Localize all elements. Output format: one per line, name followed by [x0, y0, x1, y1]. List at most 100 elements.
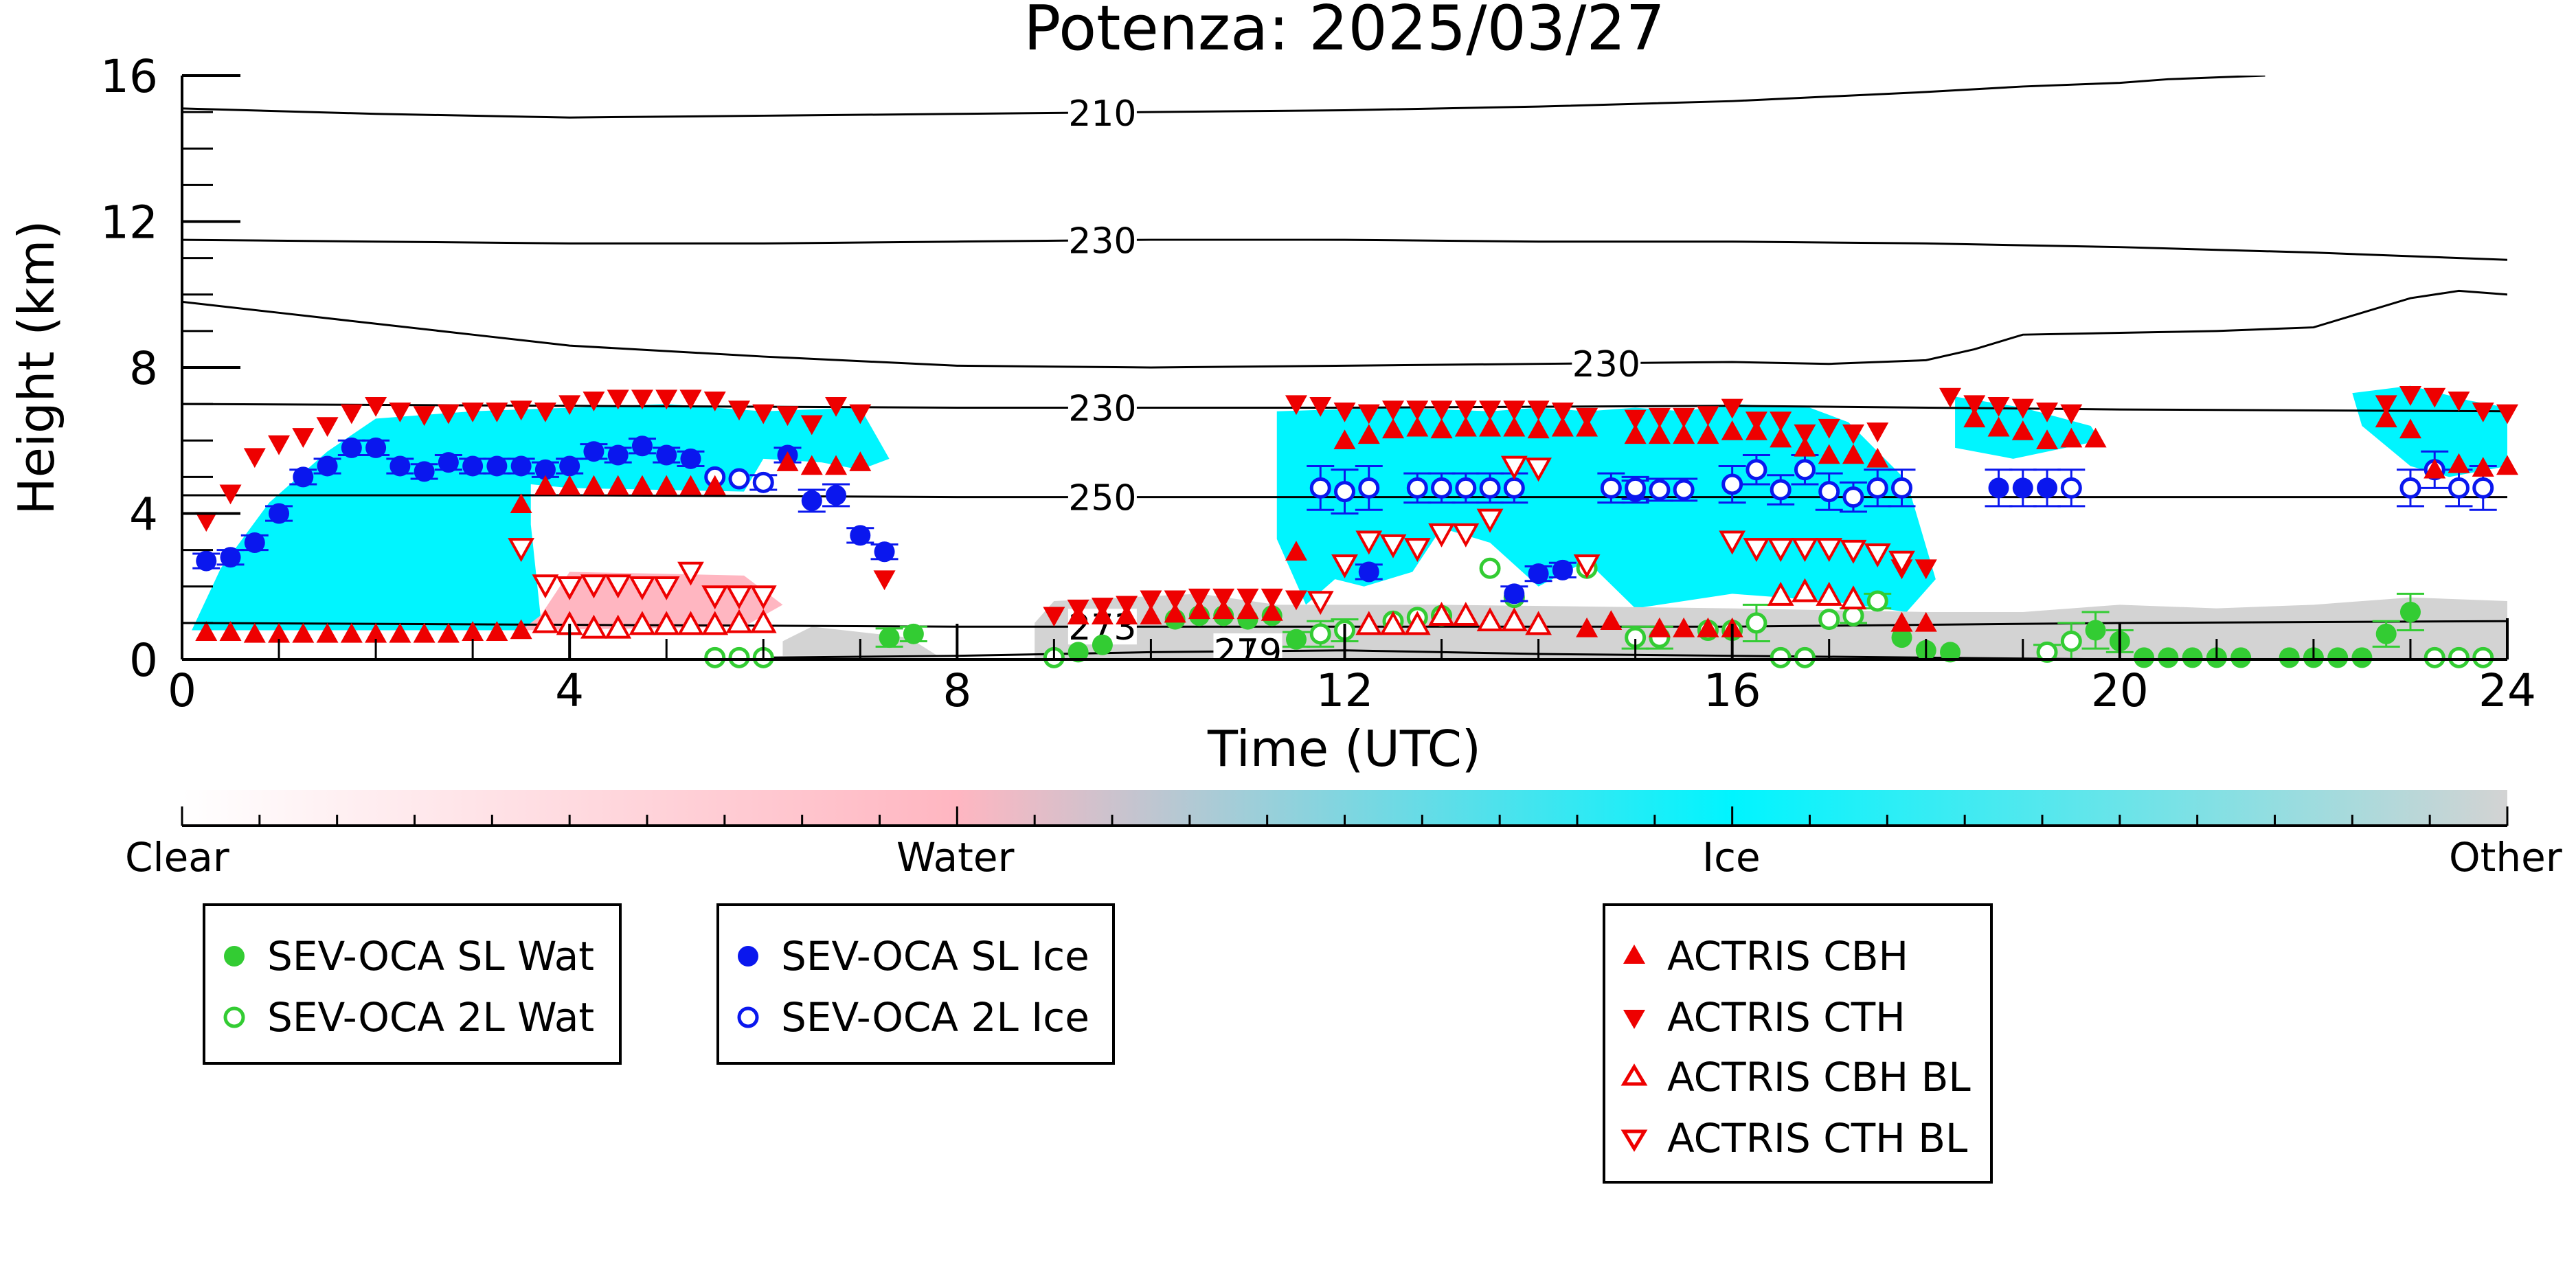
- point-actris-cth-bl: [580, 574, 607, 599]
- point-actris-cth: [800, 415, 823, 436]
- point-actris-cth-bl: [532, 574, 559, 599]
- point-actris-cbh: [825, 455, 848, 475]
- point-actris-cth: [316, 417, 339, 437]
- point-sev-oca-2l-ice: [1358, 477, 1380, 499]
- legend-ice: SEV-OCA SL Ice SEV-OCA 2L Ice: [716, 903, 1115, 1065]
- point-sev-oca-sl-ice: [269, 503, 290, 524]
- point-actris-cth: [1357, 404, 1380, 425]
- filled-circle-icon: [224, 946, 245, 967]
- point-sev-oca-2l-ice: [1842, 486, 1864, 508]
- point-sev-oca-2l-ice: [1818, 481, 1840, 503]
- point-actris-cbh: [389, 622, 411, 643]
- point-actris-cth: [340, 404, 363, 425]
- point-actris-cth: [486, 402, 508, 422]
- point-actris-cbh: [1721, 420, 1743, 440]
- point-actris-cbh: [534, 475, 556, 495]
- isotherm-label-bg: [1572, 345, 1641, 381]
- triangle-up-icon: [1623, 945, 1645, 964]
- point-sev-oca-sl-ice: [559, 455, 580, 477]
- point-actris-cbh: [1454, 416, 1477, 437]
- isotherm-label: 230: [1068, 221, 1136, 262]
- open-circle-icon: [737, 1006, 759, 1028]
- isotherm-line: [182, 76, 2266, 119]
- colorbar-label-water: Water: [896, 834, 1015, 881]
- point-sev-oca-sl-ice: [607, 444, 629, 466]
- point-actris-cbh: [2472, 457, 2494, 477]
- point-actris-cth: [243, 448, 266, 468]
- point-actris-cth: [2424, 387, 2446, 408]
- point-sev-oca-2l-wat: [2424, 646, 2445, 668]
- open-circle-icon: [223, 1006, 245, 1028]
- point-sev-oca-2l-ice: [1649, 479, 1671, 501]
- point-actris-cbh: [340, 622, 363, 643]
- point-actris-cth-bl: [653, 576, 680, 600]
- point-actris-cbh: [510, 619, 532, 640]
- isotherm-label: 210: [1068, 93, 1136, 135]
- point-actris-cbh-bl: [580, 614, 607, 639]
- point-actris-cth: [1212, 588, 1235, 609]
- point-actris-cbh: [1697, 617, 1719, 637]
- marker-layer: [192, 386, 2518, 668]
- point-actris-cth: [2375, 395, 2397, 416]
- point-sev-oca-sl-ice: [1552, 559, 1573, 580]
- point-actris-cth: [1697, 406, 1719, 427]
- x-tick-label: 0: [168, 664, 196, 717]
- point-actris-cbh: [1963, 407, 1986, 428]
- region-ice: [192, 404, 890, 631]
- point-sev-oca-2l-ice: [1455, 477, 1477, 499]
- point-actris-cbh: [292, 622, 315, 643]
- point-sev-oca-2l-wat: [1866, 590, 1888, 612]
- point-actris-cbh: [1624, 424, 1647, 444]
- point-actris-cbh-bl: [1767, 581, 1794, 606]
- point-actris-cbh-bl: [653, 611, 680, 635]
- colorbar-label-clear: Clear: [125, 834, 229, 881]
- point-actris-cbh: [195, 621, 218, 641]
- point-sev-oca-sl-wat: [2399, 601, 2421, 622]
- point-actris-cbh: [1430, 418, 1453, 439]
- point-actris-cbh: [1890, 611, 1913, 632]
- legend-actris: ACTRIS CBH ACTRIS CTH ACTRIS CBH BL ACTR…: [1603, 903, 1993, 1184]
- point-actris-cth: [558, 395, 581, 416]
- point-sev-oca-2l-ice: [1600, 477, 1622, 499]
- point-sev-oca-sl-ice: [583, 441, 605, 462]
- point-actris-cth-bl: [1452, 523, 1480, 547]
- legend-item: ACTRIS CTH BL: [1605, 1107, 1967, 1169]
- point-actris-cth: [1914, 559, 1937, 580]
- point-sev-oca-sl-ice: [874, 541, 895, 563]
- point-actris-cbh: [219, 621, 242, 641]
- point-sev-oca-2l-ice: [1334, 481, 1355, 503]
- point-sev-oca-2l-wat: [1818, 609, 1840, 631]
- point-actris-cth: [1430, 400, 1453, 421]
- point-actris-cth: [583, 392, 605, 411]
- point-actris-cth: [2448, 392, 2470, 411]
- point-actris-cbh: [1697, 424, 1719, 444]
- filled-circle-icon: [738, 946, 758, 967]
- point-actris-cbh: [558, 475, 581, 495]
- point-sev-oca-sl-ice: [2037, 477, 2058, 499]
- point-actris-cbh-bl: [605, 614, 632, 639]
- point-sev-oca-sl-ice: [510, 455, 532, 477]
- legend-item: ACTRIS CBH: [1605, 925, 1908, 987]
- point-actris-cth: [1648, 407, 1671, 428]
- point-actris-cbh-bl: [532, 609, 559, 633]
- point-actris-cth: [1673, 407, 1695, 428]
- point-sev-oca-2l-wat: [1842, 605, 1864, 626]
- point-sev-oca-sl-ice: [631, 436, 653, 457]
- point-actris-cth: [437, 404, 460, 425]
- point-actris-cbh-bl: [725, 609, 753, 633]
- point-actris-cth: [1963, 395, 1986, 416]
- point-actris-cbh: [2084, 427, 2107, 448]
- point-actris-cbh: [437, 622, 460, 643]
- point-actris-cth: [413, 406, 436, 427]
- point-sev-oca-sl-wat: [1067, 642, 1089, 663]
- point-actris-cbh: [1333, 429, 1356, 450]
- point-actris-cth: [776, 406, 799, 427]
- point-actris-cth: [631, 389, 653, 410]
- point-actris-cbh-bl: [749, 609, 777, 633]
- point-actris-cbh: [2375, 407, 2397, 428]
- point-actris-cth: [1454, 400, 1477, 421]
- point-actris-cth-bl: [556, 576, 583, 600]
- point-actris-cth: [1745, 411, 1767, 432]
- legend-item: SEV-OCA SL Ice: [719, 925, 1089, 987]
- point-actris-cth: [1285, 590, 1307, 611]
